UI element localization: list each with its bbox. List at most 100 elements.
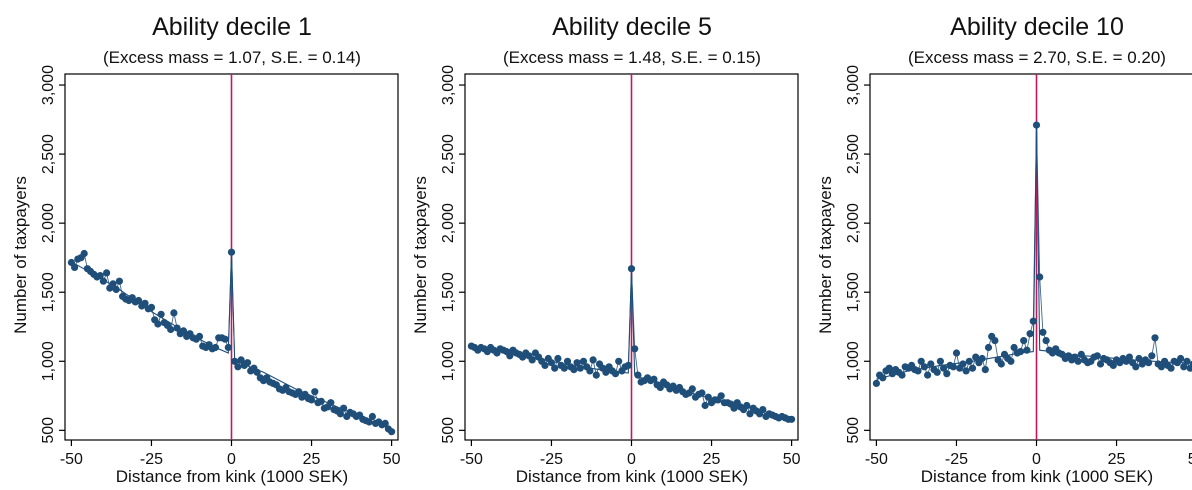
data-point <box>746 410 754 418</box>
data-point <box>340 404 348 412</box>
data-point <box>1023 346 1031 354</box>
data-point <box>506 352 514 360</box>
data-point <box>1074 357 1082 365</box>
data-point <box>224 343 232 352</box>
data-point <box>99 277 107 285</box>
data-point <box>997 360 1005 368</box>
x-tick-label: -25 <box>140 451 163 468</box>
chart-title: Ability decile 10 <box>950 13 1124 41</box>
data-point <box>788 415 796 423</box>
y-tick-label: 2,500 <box>845 134 862 174</box>
data-point <box>984 343 993 352</box>
data-point <box>1189 360 1192 368</box>
x-tick-label: 0 <box>1032 451 1041 468</box>
panel-ability-decile-5: Ability decile 5 (Excess mass = 1.48, S.… <box>400 0 801 490</box>
data-point <box>135 296 143 305</box>
data-point <box>592 371 600 379</box>
data-point <box>968 364 977 372</box>
data-point <box>586 367 594 375</box>
data-point <box>195 332 204 340</box>
data-point <box>1135 354 1143 363</box>
plot-area: 500 1,000 1,500 2,000 2,500 3,000 -50 -25 0 25 50 <box>440 65 801 468</box>
data-point <box>991 337 999 345</box>
y-tick-label: 2,500 <box>440 134 457 174</box>
data-point <box>1032 121 1041 129</box>
x-tick-label: 50 <box>383 451 401 468</box>
data-point <box>576 364 584 372</box>
chart-subtitle: (Excess mass = 2.70, S.E. = 0.20) <box>908 48 1166 67</box>
data-point <box>170 309 178 317</box>
data-point <box>759 406 767 414</box>
data-point <box>730 404 738 412</box>
data-point <box>381 419 389 427</box>
y-tick-label: 1,500 <box>440 272 457 312</box>
data-point <box>949 363 957 371</box>
data-point <box>528 356 536 364</box>
data-point <box>167 325 175 334</box>
data-point <box>965 357 973 365</box>
x-axis-label: Distance from kink (1000 SEK) <box>516 467 748 486</box>
data-point <box>554 354 562 363</box>
data-point <box>237 356 245 364</box>
x-tick-label: 25 <box>303 451 321 468</box>
data-point <box>717 392 725 400</box>
chart-title: Ability decile 5 <box>552 13 712 41</box>
data-point <box>1177 354 1185 363</box>
data-point <box>701 401 709 410</box>
data-point <box>1186 364 1192 372</box>
data-point <box>1026 330 1034 338</box>
y-axis-label: Number of taxpayers <box>11 176 30 334</box>
x-tick-label: 50 <box>1188 451 1192 468</box>
data-point <box>1132 363 1140 371</box>
x-tick-label: -25 <box>945 451 968 468</box>
data-point <box>1151 334 1159 342</box>
data-point <box>103 269 111 277</box>
y-axis-label: Number of taxpayers <box>816 176 835 334</box>
data-point <box>1010 343 1018 352</box>
y-tick-label: 3,000 <box>440 65 457 105</box>
y-tick-label: 1,500 <box>40 272 57 312</box>
data-point <box>634 371 642 379</box>
data-point <box>688 385 696 393</box>
panel-ability-decile-10: Ability decile 10 (Excess mass = 2.70, S… <box>805 0 1192 490</box>
y-tick-label: 500 <box>440 417 457 444</box>
data-point <box>311 388 319 396</box>
data-point <box>927 360 935 368</box>
x-tick-label: -25 <box>540 451 563 468</box>
y-axis-label: Number of taxpayers <box>411 176 430 334</box>
data-point <box>1029 317 1037 325</box>
data-point <box>602 368 610 376</box>
data-point <box>872 379 880 387</box>
data-point <box>234 363 242 371</box>
data-point <box>112 285 120 294</box>
data-point <box>589 356 597 364</box>
data-point <box>924 371 932 379</box>
data-point <box>388 428 396 436</box>
data-point <box>96 272 104 280</box>
data-point <box>327 399 335 407</box>
chart-svg: Ability decile 10 (Excess mass = 2.70, S… <box>816 13 1192 486</box>
data-point <box>365 418 373 426</box>
data-point <box>1167 364 1175 372</box>
data-point <box>1183 357 1191 365</box>
y-tick-label: 500 <box>845 417 862 444</box>
data-point <box>563 357 572 365</box>
y-tick-label: 2,500 <box>40 134 57 174</box>
y-tick-label: 500 <box>40 417 57 444</box>
data-point <box>1096 360 1105 368</box>
data-point <box>914 367 922 375</box>
chart-svg: Ability decile 1 (Excess mass = 1.07, S.… <box>11 13 401 486</box>
x-tick-label: 0 <box>227 451 236 468</box>
data-point <box>743 401 751 410</box>
data-point <box>1148 352 1156 360</box>
y-tick-label: 1,000 <box>845 341 862 381</box>
data-point <box>295 388 303 396</box>
data-point <box>631 345 639 353</box>
y-tick-label: 1,000 <box>40 341 57 381</box>
data-point <box>981 366 989 374</box>
chart-subtitle: (Excess mass = 1.07, S.E. = 0.14) <box>103 48 361 67</box>
y-tick-label: 2,000 <box>845 203 862 243</box>
data-point <box>71 263 79 271</box>
y-tick-label: 3,000 <box>40 65 57 105</box>
chart-svg: Ability decile 5 (Excess mass = 1.48, S.… <box>411 13 801 486</box>
